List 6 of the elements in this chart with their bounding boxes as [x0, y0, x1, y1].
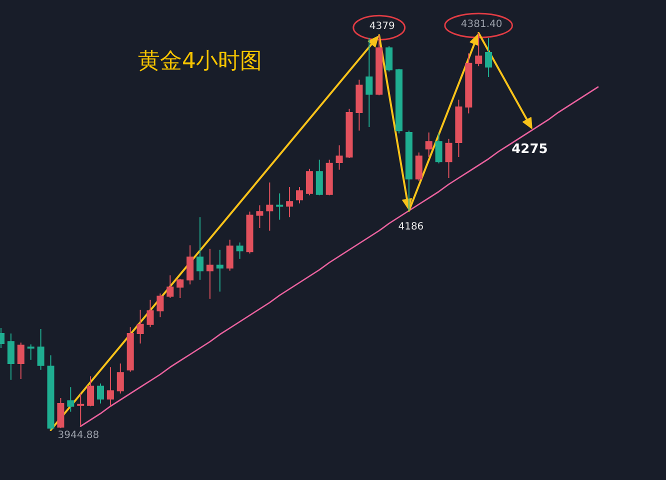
annotation: 4186 [398, 222, 424, 233]
annotation: 4381.40 [460, 19, 502, 30]
annotation: 4379 [369, 21, 395, 32]
text: 黄金4小时图 [138, 49, 262, 74]
annotation: 4275 [512, 142, 548, 157]
annotation: 3944.88 [58, 430, 100, 441]
